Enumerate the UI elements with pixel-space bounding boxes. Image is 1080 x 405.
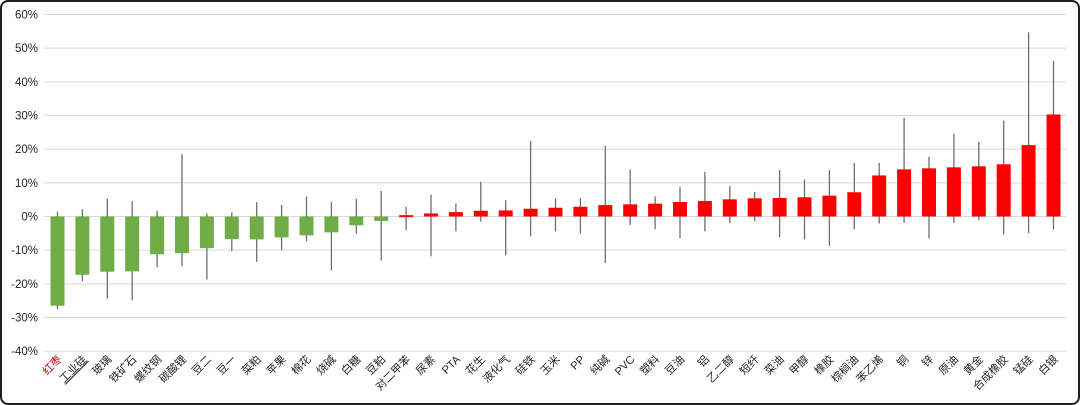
down-bar: [75, 216, 90, 275]
up-bar: [922, 168, 936, 217]
x-axis-label: 苯乙烯: [853, 352, 886, 385]
down-bar: [324, 216, 339, 233]
up-bar: [573, 206, 588, 217]
y-axis-tick-label: -40%: [11, 346, 38, 358]
up-bar: [1021, 145, 1036, 217]
x-axis-label: 塑料: [637, 352, 662, 377]
up-bar: [847, 192, 862, 217]
up-bar: [1046, 114, 1061, 217]
up-bar: [971, 166, 986, 217]
x-axis-label: 铜: [894, 352, 912, 370]
x-axis-label: 白糖: [338, 352, 363, 377]
up-bar: [424, 213, 438, 217]
y-axis-tick-label: 10%: [15, 178, 38, 190]
x-axis-label: 菜粕: [238, 352, 263, 377]
down-bar: [199, 216, 214, 249]
y-axis-tick-label: -30%: [11, 313, 38, 325]
x-axis-label: 锌: [918, 352, 936, 370]
y-axis-tick-label: 30%: [15, 110, 38, 122]
x-axis-label: 棕榈油: [828, 352, 861, 385]
x-axis-label: 液化气: [480, 352, 513, 385]
x-axis-label: 锰硅: [1010, 352, 1035, 377]
x-axis-label: 铝: [694, 352, 712, 370]
up-bar: [498, 210, 513, 217]
x-axis-label: 白银: [1035, 352, 1060, 377]
x-axis-label: 乙二醇: [704, 352, 737, 385]
up-bar: [399, 215, 414, 218]
down-bar: [299, 216, 314, 236]
up-bar: [673, 202, 687, 217]
y-axis-tick-label: 0%: [21, 212, 38, 224]
x-axis-label: 尿素: [413, 353, 438, 378]
down-bar: [349, 216, 364, 226]
up-bar: [523, 208, 538, 217]
up-bar: [598, 205, 613, 217]
up-bar: [822, 195, 837, 217]
down-bar: [100, 216, 115, 272]
up-bar: [747, 198, 762, 217]
down-bar: [50, 216, 65, 306]
up-bar: [946, 167, 961, 217]
x-axis-label: 硅铁: [513, 353, 538, 378]
x-axis-label: 烧碱: [314, 353, 339, 378]
up-bar: [697, 201, 712, 217]
down-bar: [274, 216, 289, 238]
up-bar: [897, 169, 912, 217]
x-axis-label: 豆一: [215, 354, 239, 378]
x-axis-label: 铁矿石: [107, 353, 140, 386]
x-axis-label: 工业硅: [57, 353, 90, 386]
x-axis-label: 纯碱: [588, 353, 613, 378]
up-bar: [473, 210, 488, 217]
down-bar: [150, 216, 165, 255]
x-axis-label: 玉米: [538, 353, 563, 378]
up-bar: [996, 164, 1011, 217]
x-axis-label: 菜油: [761, 352, 786, 377]
up-bar: [797, 197, 812, 217]
y-axis-tick-label: 20%: [15, 144, 38, 156]
x-axis-label: 甲醇: [786, 352, 811, 377]
x-axis-label: 苹果: [263, 352, 288, 377]
x-axis-label: 豆油: [662, 352, 687, 377]
x-axis-label: 原油: [936, 352, 961, 377]
y-axis-tick-label: 60%: [15, 9, 38, 21]
down-bar: [224, 216, 239, 240]
x-axis-label: 棉花: [288, 352, 313, 377]
up-bar: [623, 204, 638, 217]
down-bar: [175, 216, 189, 254]
x-axis-label: PP: [569, 354, 588, 373]
x-axis-label: 短纤: [736, 352, 761, 377]
down-bar: [374, 216, 389, 221]
x-axis-label: 螺纹钢: [131, 352, 164, 385]
x-axis-label: 豆二: [190, 354, 214, 378]
y-axis-tick-label: -10%: [11, 245, 38, 257]
up-bar: [448, 212, 463, 217]
up-bar: [722, 199, 737, 217]
up-bar: [648, 203, 663, 217]
y-axis-tick-label: 40%: [15, 77, 38, 89]
up-bar: [548, 207, 563, 217]
up-bar: [872, 175, 887, 217]
down-bar: [125, 216, 140, 272]
up-bar: [772, 197, 787, 217]
y-axis-tick-label: -20%: [11, 279, 38, 291]
x-axis-label: PVC: [613, 354, 638, 379]
x-axis-label: 碳酸锂: [156, 352, 189, 385]
y-axis-tick-label: 50%: [15, 43, 38, 55]
down-bar: [249, 216, 264, 240]
x-axis-label: PTA: [440, 353, 464, 377]
